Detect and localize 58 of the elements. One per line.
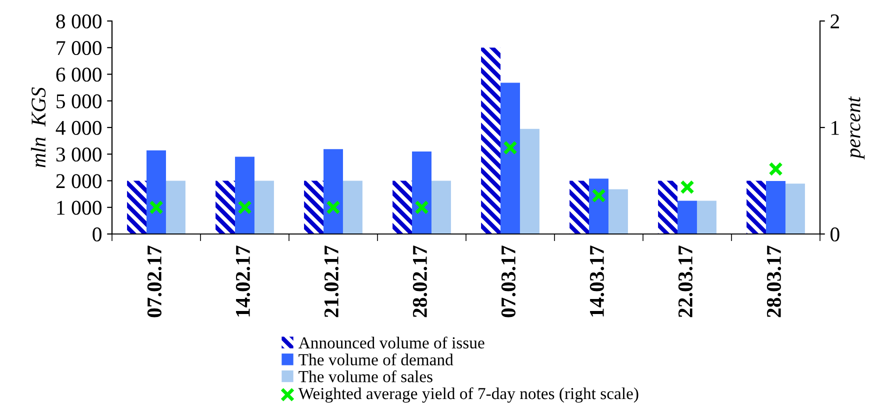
bar bbox=[696, 200, 716, 234]
bar bbox=[342, 180, 362, 234]
bar bbox=[127, 180, 147, 234]
bar bbox=[235, 156, 254, 234]
x-tick-label: 14.02.17 bbox=[236, 246, 250, 316]
bar bbox=[431, 180, 451, 234]
point bbox=[238, 200, 252, 214]
bar bbox=[608, 189, 628, 234]
bar bbox=[766, 181, 786, 234]
bar bbox=[481, 48, 501, 234]
legend-label: Weighted average yield of 7-day notes (right scale) bbox=[298, 387, 638, 403]
y-axis-title: mln KGS bbox=[30, 87, 46, 168]
point bbox=[503, 140, 518, 155]
bar bbox=[324, 149, 343, 234]
point bbox=[680, 180, 694, 194]
y-tick-label: 6 000 bbox=[56, 68, 102, 82]
bar bbox=[392, 180, 412, 234]
bar bbox=[304, 180, 324, 234]
y-tick-label: 8 000 bbox=[56, 14, 102, 28]
bar bbox=[570, 180, 590, 234]
bar bbox=[785, 184, 805, 234]
bar bbox=[746, 180, 766, 234]
legend-label: The volume of sales bbox=[298, 370, 432, 382]
y-tick-label: 0 bbox=[92, 227, 102, 242]
y-tick-label: 7 000 bbox=[56, 41, 102, 56]
x-tick-label: 22.03.17 bbox=[678, 246, 693, 318]
bar bbox=[658, 180, 678, 234]
y-tick-label: 5 000 bbox=[56, 94, 102, 108]
bar bbox=[412, 151, 432, 234]
point bbox=[592, 188, 606, 203]
legend-label: Announced volume of issue bbox=[298, 336, 484, 348]
x-tick-label: 14.03.17 bbox=[590, 246, 604, 316]
bar bbox=[678, 200, 697, 234]
legend-label: The volume of demand bbox=[298, 353, 454, 366]
point bbox=[768, 162, 783, 176]
x-tick-label: 21.02.17 bbox=[324, 246, 339, 318]
x-tick-label: 28.02.17 bbox=[412, 246, 428, 318]
bar bbox=[216, 180, 236, 234]
bar bbox=[254, 180, 274, 234]
bar bbox=[520, 128, 540, 234]
point bbox=[414, 200, 429, 214]
y-tick-label: 1 000 bbox=[57, 200, 102, 215]
y2-tick-label: 2 bbox=[830, 14, 839, 28]
y-tick-label: 2 000 bbox=[56, 174, 102, 188]
bar bbox=[146, 150, 166, 234]
x-tick-label: 28.03.17 bbox=[766, 246, 782, 318]
point bbox=[149, 200, 164, 214]
y-tick-label: 4 000 bbox=[56, 120, 102, 135]
x-tick-label: 07.02.17 bbox=[147, 246, 162, 318]
bar bbox=[500, 82, 520, 234]
point bbox=[326, 200, 340, 214]
bar bbox=[166, 180, 186, 234]
x-tick-label: 07.03.17 bbox=[501, 246, 516, 318]
y2-tick-label: 0 bbox=[830, 227, 840, 242]
y2-axis-title: percent bbox=[848, 96, 865, 160]
y2-tick-label: 1 bbox=[832, 120, 839, 135]
y-tick-label: 3 000 bbox=[56, 148, 102, 162]
bar bbox=[589, 178, 608, 234]
